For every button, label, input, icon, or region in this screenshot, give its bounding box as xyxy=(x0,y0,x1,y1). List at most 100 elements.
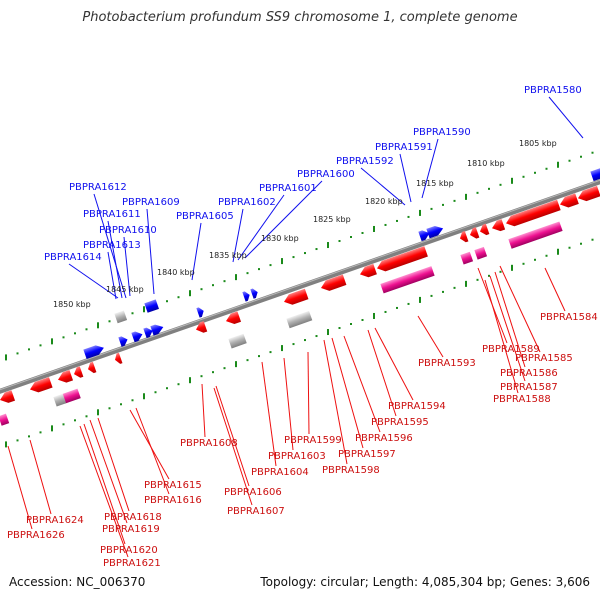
minor-tick xyxy=(545,254,548,257)
forward-gene xyxy=(426,225,444,239)
reverse-gene-label: PBPRA1626 xyxy=(7,530,65,541)
minor-tick xyxy=(166,300,168,303)
major-tick xyxy=(557,161,559,168)
minor-tick xyxy=(591,238,594,241)
major-tick xyxy=(419,209,421,216)
reverse-connector xyxy=(374,327,414,401)
minor-tick xyxy=(407,302,410,305)
reverse-gene xyxy=(321,274,347,291)
reverse-gene xyxy=(58,369,74,383)
reverse-connector xyxy=(89,419,128,524)
kbp-tick-label: 1820 kbp xyxy=(365,197,403,206)
reverse-connector xyxy=(83,423,126,545)
reverse-gene xyxy=(115,352,123,364)
minor-tick xyxy=(258,355,260,358)
forward-connector xyxy=(232,208,244,263)
reverse-gene-label: PBPRA1618 xyxy=(104,512,162,523)
reverse-gene xyxy=(226,311,242,325)
minor-tick xyxy=(269,264,272,267)
reverse-gene-label: PBPRA1594 xyxy=(388,401,446,412)
reverse-gene-label: PBPRA1595 xyxy=(371,417,429,428)
minor-tick xyxy=(39,431,42,434)
minor-tick xyxy=(361,318,364,321)
minor-tick xyxy=(534,258,536,261)
rna-gene xyxy=(474,246,488,260)
minor-tick xyxy=(488,187,490,190)
minor-tick xyxy=(384,223,387,226)
minor-tick xyxy=(28,435,30,438)
minor-tick xyxy=(476,278,479,281)
minor-tick xyxy=(396,219,398,222)
reverse-connector xyxy=(29,439,52,515)
reverse-gene-label: PBPRA1620 xyxy=(100,545,158,556)
reverse-connector xyxy=(367,329,397,417)
minor-tick xyxy=(131,312,134,315)
minor-tick xyxy=(131,399,134,402)
forward-connector xyxy=(244,180,323,259)
minor-tick xyxy=(304,339,306,342)
minor-tick xyxy=(28,348,30,351)
reverse-gene xyxy=(284,288,309,305)
reverse-gene-label: PBPRA1599 xyxy=(284,435,342,446)
major-tick xyxy=(281,345,283,352)
minor-tick xyxy=(430,294,433,297)
forward-gene-label: PBPRA1612 xyxy=(69,182,127,193)
forward-gene xyxy=(143,327,153,339)
forward-gene-label: PBPRA1613 xyxy=(83,240,141,251)
forward-gene xyxy=(250,288,258,299)
forward-connector xyxy=(191,222,202,281)
minor-tick xyxy=(534,171,536,174)
minor-tick xyxy=(16,439,19,442)
major-tick xyxy=(143,306,145,313)
reverse-connector xyxy=(489,275,526,382)
reverse-connector xyxy=(343,335,381,433)
minor-tick xyxy=(522,262,525,265)
forward-connector xyxy=(237,194,285,261)
reverse-gene xyxy=(480,223,490,236)
chromosome-backbone xyxy=(0,179,600,394)
forward-gene-label: PBPRA1580 xyxy=(524,85,582,96)
major-tick xyxy=(235,361,237,368)
minor-tick xyxy=(74,419,76,422)
minor-tick xyxy=(62,336,65,339)
reverse-connector xyxy=(494,271,526,368)
reverse-gene-label: PBPRA1587 xyxy=(500,382,558,393)
forward-connector xyxy=(93,193,127,299)
minor-tick xyxy=(154,391,157,394)
reverse-gene xyxy=(74,366,84,378)
minor-tick xyxy=(108,320,111,323)
forward-gene xyxy=(83,345,104,360)
reverse-gene-label: PBPRA1588 xyxy=(493,394,551,405)
minor-tick xyxy=(315,335,318,338)
minor-tick xyxy=(177,296,180,299)
reverse-gene-label: PBPRA1596 xyxy=(355,433,413,444)
minor-tick xyxy=(430,207,433,210)
forward-connector xyxy=(548,96,584,139)
major-tick xyxy=(373,312,375,319)
reverse-gene-label: PBPRA1624 xyxy=(26,515,84,526)
kbp-tick-label: 1840 kbp xyxy=(157,268,195,277)
forward-gene xyxy=(242,291,250,302)
pseudo-gene xyxy=(53,393,67,407)
minor-tick xyxy=(580,242,582,245)
minor-tick xyxy=(591,151,594,154)
reverse-connector xyxy=(544,267,566,312)
reverse-gene-label: PBPRA1584 xyxy=(540,312,598,323)
reverse-connector xyxy=(307,351,310,435)
minor-tick xyxy=(246,359,249,362)
reverse-gene-label: PBPRA1616 xyxy=(144,495,202,506)
minor-tick xyxy=(338,327,341,330)
major-tick xyxy=(189,290,191,297)
kbp-tick-label: 1810 kbp xyxy=(467,159,505,168)
forward-connector xyxy=(146,208,155,295)
minor-tick xyxy=(453,199,456,202)
minor-tick xyxy=(522,175,525,178)
reverse-connector xyxy=(7,445,33,530)
gene-labels: PBPRA1580 PBPRA1590 PBPRA1591 PBPRA1592 PBPR… xyxy=(7,85,598,569)
reverse-gene-label: PBPRA1589 xyxy=(482,344,540,355)
major-tick xyxy=(465,193,467,200)
reverse-gene-label: PBPRA1621 xyxy=(103,558,161,569)
reverse-gene-label: PBPRA1586 xyxy=(500,368,558,379)
forward-gene-label: PBPRA1609 xyxy=(122,197,180,208)
minor-tick xyxy=(453,286,456,289)
